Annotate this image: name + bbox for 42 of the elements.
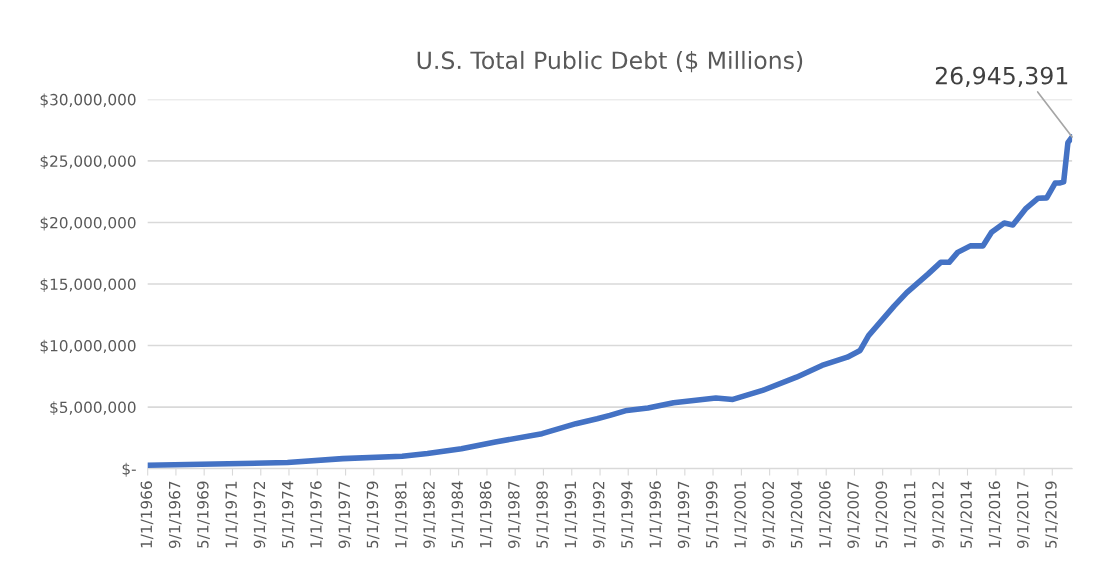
y-tick-label: $30,000,000 bbox=[40, 93, 136, 108]
y-tick-label: $5,000,000 bbox=[50, 401, 136, 416]
x-tick-label: 5/1/2019 bbox=[1045, 481, 1058, 548]
x-tick-label: 9/1/2012 bbox=[932, 481, 945, 549]
x-tick-label: 9/1/1982 bbox=[423, 481, 437, 549]
y-tick-label: $- bbox=[122, 462, 136, 477]
x-tick-label: 9/1/1967 bbox=[168, 481, 182, 549]
x-tick-label: 9/1/1977 bbox=[338, 481, 352, 549]
x-tick-label: 9/1/1972 bbox=[253, 481, 267, 549]
y-tick-label: $10,000,000 bbox=[40, 339, 136, 354]
x-tick-label: 5/1/1989 bbox=[536, 481, 550, 548]
x-tick-label: 5/1/1974 bbox=[281, 481, 295, 548]
x-tick-label: 5/1/2004 bbox=[790, 481, 804, 548]
x-tick-label: 5/1/2014 bbox=[960, 481, 974, 548]
x-tick-label: 1/1/2016 bbox=[988, 481, 1002, 548]
x-tick-label: 1/1/1986 bbox=[479, 481, 493, 548]
x-tick-label: 9/1/1992 bbox=[592, 481, 606, 549]
x-tick-label: 9/1/1997 bbox=[677, 481, 691, 549]
y-tick-label: $15,000,000 bbox=[40, 278, 136, 293]
x-tick-label: 1/1/1976 bbox=[310, 481, 323, 548]
x-tick-label: 1/1/2011 bbox=[903, 481, 917, 548]
y-tick-label: $20,000,000 bbox=[40, 216, 136, 231]
x-tick-label: 5/1/1999 bbox=[705, 481, 719, 548]
x-tick-label: 5/1/2009 bbox=[875, 481, 889, 548]
x-tick-label: 1/1/1981 bbox=[395, 481, 408, 548]
x-tick-label: 1/1/1991 bbox=[564, 481, 578, 548]
x-tick-label: 5/1/1969 bbox=[197, 481, 210, 548]
x-tick-label: 5/1/1979 bbox=[366, 481, 380, 548]
x-tick-label: 5/1/1994 bbox=[621, 481, 634, 548]
annotation: 26,945,391 bbox=[935, 66, 1068, 87]
x-tick-label: 9/1/2002 bbox=[762, 481, 776, 549]
y-tick-label: $25,000,000 bbox=[40, 155, 136, 169]
x-tick-label: 1/1/1971 bbox=[225, 481, 239, 548]
x-tick-label: 9/1/1987 bbox=[508, 481, 521, 549]
x-tick-label: 5/1/1984 bbox=[451, 481, 465, 548]
x-tick-label: 1/1/2001 bbox=[734, 481, 748, 548]
x-tick-label: 9/1/2007 bbox=[847, 481, 861, 549]
x-tick-label: 1/1/1966 bbox=[140, 481, 154, 548]
x-tick-label: 9/1/2017 bbox=[1016, 481, 1030, 549]
chart-title: U.S. Total Public Debt ($ Millions) bbox=[417, 50, 803, 73]
x-tick-label: 1/1/2006 bbox=[819, 481, 832, 548]
x-tick-label: 1/1/1996 bbox=[649, 481, 663, 548]
